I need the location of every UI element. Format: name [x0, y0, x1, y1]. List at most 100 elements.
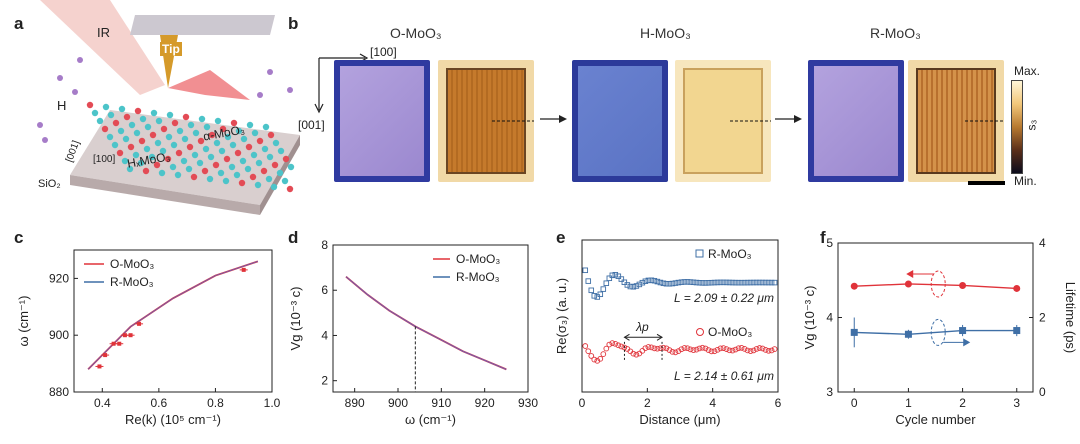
h-moo3-optical — [572, 60, 668, 182]
h-atom — [72, 89, 78, 95]
e-point-r — [759, 279, 766, 286]
e-point-o — [735, 345, 742, 352]
c-x-ticklabel: 0.8 — [207, 396, 224, 410]
c-y-ticklabel: 880 — [49, 385, 69, 399]
e-point-o — [606, 341, 613, 348]
e-legend-marker-r — [695, 249, 704, 258]
c-point — [241, 267, 246, 272]
e-point-r — [645, 277, 652, 284]
e-point-r — [669, 280, 676, 287]
lattice-atom — [212, 161, 220, 169]
f-point-life — [1013, 327, 1021, 335]
f-xlabel: Cycle number — [895, 412, 976, 427]
d-y-ticklabel: 2 — [321, 374, 328, 388]
lattice-atom — [126, 165, 134, 173]
e-point-r — [678, 279, 685, 285]
o-moo3-optical — [334, 60, 430, 182]
e-point-o — [600, 351, 607, 357]
lattice-atom — [86, 101, 94, 109]
lattice-atom — [160, 125, 168, 133]
e-point-o — [756, 345, 763, 351]
lattice-atom — [133, 129, 141, 137]
e-point-r — [696, 280, 703, 286]
f-ylabel-right: Lifetime (ps) — [1063, 282, 1078, 354]
e-point-r — [600, 286, 607, 292]
e-legend-marker-o — [696, 328, 704, 336]
e-legend-o: O-MoO₃ — [708, 325, 752, 339]
lattice-atom — [139, 115, 147, 123]
lattice-atom — [192, 129, 200, 137]
e-point-o — [711, 348, 718, 355]
e-point-o — [729, 347, 736, 354]
d-x-ticklabel: 890 — [345, 396, 365, 410]
h-atom — [287, 87, 293, 93]
d-y-ticklabel: 6 — [321, 283, 328, 297]
e-x-ticklabel: 6 — [775, 396, 782, 410]
e-point-o — [771, 346, 778, 352]
f-arrowhead-vg — [906, 269, 914, 278]
e-point-o — [636, 350, 643, 357]
f-ellipse-life — [930, 318, 946, 346]
f-yr-ticklabel: 2 — [1039, 311, 1046, 325]
substrate-side — [70, 175, 260, 215]
lattice-atom — [116, 149, 124, 157]
e-annot-r: L = 2.09 ± 0.22 μm — [674, 291, 774, 305]
e-point-r — [618, 276, 625, 282]
e-point-o — [732, 346, 739, 353]
f-point-life — [904, 330, 912, 338]
lattice-atom — [96, 117, 104, 125]
e-point-r — [750, 279, 757, 286]
e-point-r — [717, 279, 724, 286]
lattice-atom — [107, 111, 115, 119]
c-point — [111, 341, 116, 346]
lattice-atom — [191, 151, 199, 159]
lattice-atom — [101, 125, 109, 133]
lattice-dots — [37, 57, 295, 193]
lattice-atom — [91, 109, 99, 117]
f-yl-ticklabel: 5 — [826, 236, 833, 250]
e-point-r — [651, 277, 658, 284]
e-point-r — [762, 279, 769, 286]
e-point-o — [681, 345, 688, 351]
e-point-r — [636, 281, 643, 288]
lattice-atom — [255, 159, 263, 167]
c-x-ticklabel: 0.4 — [94, 396, 111, 410]
e-point-r — [639, 279, 646, 286]
lattice-atom — [169, 163, 177, 171]
e-point-o — [690, 347, 697, 353]
ir-label: IR — [97, 25, 110, 40]
panel-e-label: e — [556, 228, 566, 247]
e-point-o — [645, 344, 652, 350]
panel-f-label: f — [820, 228, 826, 247]
lattice-atom — [287, 163, 295, 171]
h-atom — [57, 75, 63, 81]
f-yl-ticklabel: 3 — [826, 385, 833, 399]
e-point-r — [660, 280, 667, 287]
e-point-o — [699, 344, 706, 351]
e-point-o — [651, 345, 658, 352]
lattice-atom — [158, 169, 166, 177]
e-point-r — [681, 279, 688, 285]
lattice-atom — [198, 115, 206, 123]
e-lambda-label: λp — [635, 320, 649, 334]
d-x-ticklabel: 900 — [388, 396, 408, 410]
panel-a-schematic — [37, 0, 300, 215]
e-point-o — [753, 346, 760, 352]
e-point-o — [666, 347, 673, 353]
e-point-o — [633, 351, 640, 358]
lattice-atom — [235, 127, 243, 135]
e-point-o — [642, 345, 649, 352]
colorbar — [1011, 80, 1023, 174]
lattice-atom — [256, 137, 264, 145]
r-moo3-optical — [808, 60, 904, 182]
e-point-o — [591, 356, 598, 363]
lattice-atom — [165, 133, 173, 141]
d-ylabel: Vg (10⁻³ c) — [288, 287, 303, 351]
title-o-moo3: O-MoO₃ — [390, 25, 442, 41]
tip-label: Tip — [160, 42, 182, 56]
e-point-o — [648, 344, 655, 351]
e-point-r — [693, 279, 700, 286]
h-atom — [257, 92, 263, 98]
e-point-r — [612, 271, 619, 278]
